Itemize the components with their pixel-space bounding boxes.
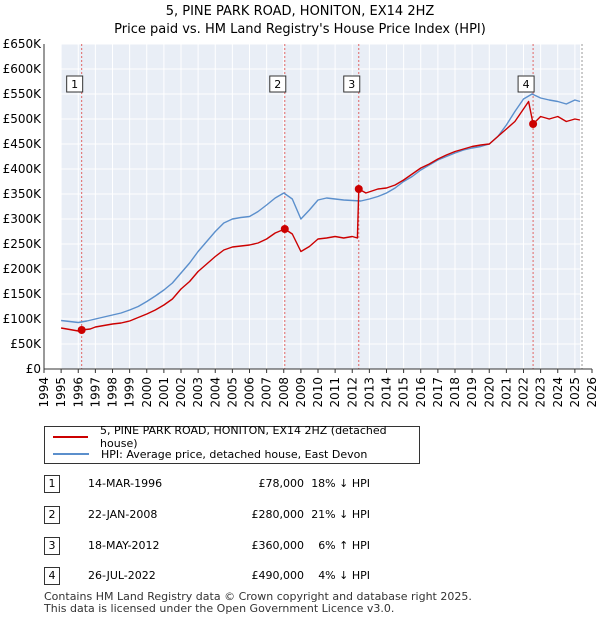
x-tick-label: 1996 (71, 377, 85, 408)
y-tick-label: £650K (3, 37, 43, 51)
legend-label-property: 5, PINE PARK ROAD, HONITON, EX14 2HZ (de… (100, 424, 387, 450)
x-tick-label: 2018 (448, 377, 462, 408)
x-tick-label: 2013 (362, 377, 376, 408)
x-tick-label: 2002 (174, 377, 188, 408)
sale-marker-box: 4 (44, 567, 60, 585)
sale-date: 14-MAR-1996 (88, 477, 163, 490)
x-tick-label: 1999 (123, 377, 137, 408)
plot-shade-before (44, 44, 62, 369)
x-tick-label: 2009 (294, 377, 308, 408)
x-tick-label: 2025 (568, 377, 582, 408)
sale-marker-box (269, 75, 287, 93)
x-tick-label: 2012 (345, 377, 359, 408)
y-tick-label: £300K (3, 212, 43, 226)
x-tick-label: 2011 (328, 377, 342, 408)
y-tick-label: £550K (3, 87, 43, 101)
price-chart: 1 2 3 4 £0 £50K £100K £150K £200K £250K £300K £350… (3, 37, 599, 408)
x-tick-label: 2021 (499, 377, 513, 408)
table-row: 4 26-JUL-2022 £490,000 4% ↓ HPI (40, 566, 560, 586)
x-tick-label: 2014 (380, 377, 394, 408)
sale-point (354, 185, 363, 193)
chart-legend: 5, PINE PARK ROAD, HONITON, EX14 2HZ (de… (44, 424, 420, 464)
x-tick-label: 1995 (54, 377, 68, 408)
x-tick-label: 2000 (140, 377, 154, 408)
y-tick-label: £400K (3, 162, 43, 176)
sale-marker-box (343, 75, 361, 93)
x-tick-label: 2022 (517, 377, 531, 408)
property-price-line (60, 100, 581, 332)
x-tick-label: 2006 (243, 377, 257, 408)
sale-hpi-diff: 6% ↑ HPI (318, 539, 370, 552)
x-tick-label: 2008 (277, 377, 291, 408)
x-tick-label: 2016 (414, 377, 428, 408)
chart-title: 5, PINE PARK ROAD, HONITON, EX14 2HZ (165, 4, 435, 19)
sale-date: 22-JAN-2008 (88, 508, 158, 521)
sale-date: 26-JUL-2022 (88, 569, 156, 582)
sale-price: £78,000 (258, 477, 305, 490)
x-tick-label: 1994 (37, 377, 51, 408)
sale-marker-box: 3 (44, 537, 60, 555)
y-tick-label: £350K (3, 187, 43, 201)
x-tick-label: 2001 (157, 377, 171, 408)
x-tick-label: 2005 (225, 377, 239, 408)
x-tick-label: 1998 (106, 377, 120, 408)
y-tick-label: £600K (3, 62, 43, 76)
sale-point (529, 120, 538, 128)
x-tick-label: 2015 (397, 377, 411, 408)
sale-price: £280,000 (251, 508, 305, 521)
sale-point (77, 326, 86, 334)
x-tick-label: 2024 (551, 377, 565, 408)
x-tick-label: 2019 (465, 377, 479, 408)
x-tick-label: 2023 (534, 377, 548, 408)
legend-entry-hpi: HPI: Average price, detached house, East… (53, 446, 367, 462)
footer-licence: This data is licensed under the Open Gov… (44, 602, 395, 615)
y-tick-label: £100K (3, 312, 43, 326)
y-tick-label: £50K (10, 337, 42, 351)
x-tick-label: 2020 (482, 377, 496, 408)
x-tick-label: 2004 (208, 377, 222, 408)
table-row: 3 18-MAY-2012 £360,000 6% ↑ HPI (40, 536, 560, 556)
sale-marker-box: 1 (44, 475, 60, 493)
footer-copyright: Contains HM Land Registry data © Crown c… (44, 590, 472, 603)
x-tick-label: 2007 (260, 377, 274, 408)
x-tick-label: 2010 (311, 377, 325, 408)
sale-marker-box (66, 75, 84, 93)
sale-hpi-diff: 21% ↓ HPI (311, 508, 370, 521)
y-tick-label: £250K (3, 237, 43, 251)
legend-label-hpi: HPI: Average price, detached house, East… (101, 447, 368, 461)
sale-date: 18-MAY-2012 (88, 539, 160, 552)
plot-shade-after (580, 44, 592, 369)
y-tick-label: £150K (3, 287, 43, 301)
legend-swatch-property (53, 436, 89, 438)
y-tick-label: £450K (3, 137, 43, 151)
sale-marker-label: 2 (274, 78, 281, 91)
sale-hpi-diff: 18% ↓ HPI (311, 477, 370, 490)
sale-marker-label: 4 (523, 78, 530, 91)
legend-swatch-hpi (53, 453, 89, 455)
sale-marker-box (517, 75, 535, 93)
legend-entry-property: 5, PINE PARK ROAD, HONITON, EX14 2HZ (de… (53, 424, 419, 450)
chart-subtitle: Price paid vs. HM Land Registry's House … (114, 22, 486, 37)
y-tick-label: £0 (26, 362, 41, 376)
y-tick-label: £500K (3, 112, 43, 126)
sale-point (280, 225, 289, 233)
table-row: 2 22-JAN-2008 £280,000 21% ↓ HPI (40, 505, 560, 525)
y-tick-label: £200K (3, 262, 43, 276)
sale-marker-label: 1 (71, 78, 78, 91)
sale-marker-label: 3 (348, 78, 355, 91)
x-tick-label: 1997 (88, 377, 102, 408)
sale-hpi-diff: 4% ↓ HPI (318, 569, 370, 582)
sale-marker-box: 2 (44, 506, 60, 524)
table-row: 1 14-MAR-1996 £78,000 18% ↓ HPI (40, 474, 560, 494)
sale-price: £360,000 (251, 539, 305, 552)
sale-price: £490,000 (251, 569, 305, 582)
x-tick-label: 2026 (585, 377, 599, 408)
x-tick-label: 2017 (431, 377, 445, 408)
x-tick-label: 2003 (191, 377, 205, 408)
